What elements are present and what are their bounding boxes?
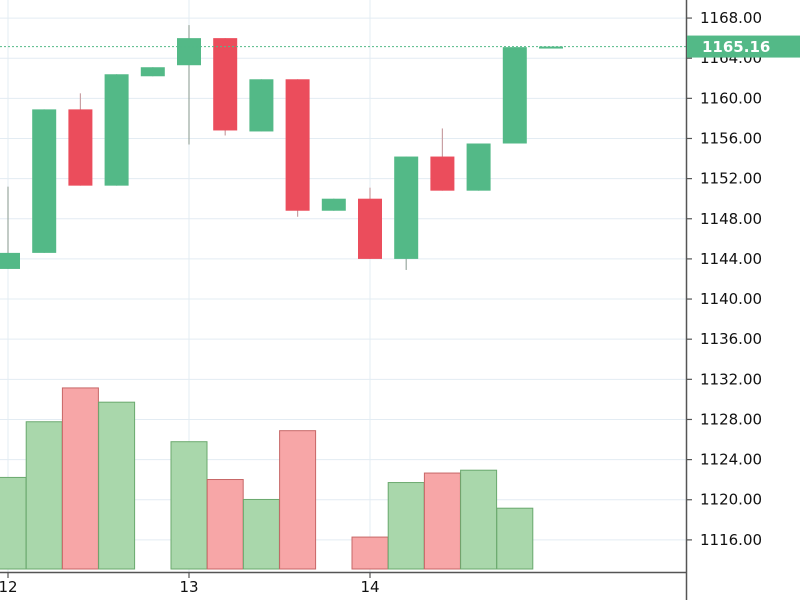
price-tick-label: 1140.00	[700, 290, 762, 308]
candle-body	[466, 143, 491, 191]
candle[interactable]	[430, 128, 455, 191]
price-tick-label: 1156.00	[700, 129, 762, 147]
candles	[0, 25, 563, 270]
last-price-badge	[687, 35, 800, 58]
candle[interactable]	[68, 93, 93, 186]
price-tick-label: 1128.00	[700, 410, 762, 428]
candle-body	[32, 109, 57, 253]
price-tick-label: 1148.00	[700, 210, 762, 228]
price-tick-label: 1132.00	[700, 370, 762, 388]
time-tick-label: 12	[0, 578, 18, 596]
volume-bar[interactable]	[496, 507, 534, 570]
candle[interactable]	[539, 46, 563, 49]
candle-body	[358, 198, 382, 259]
candle-body	[539, 46, 563, 49]
volume-bar[interactable]	[423, 472, 461, 570]
volume-bar[interactable]	[279, 430, 317, 570]
candle-body	[502, 47, 527, 144]
candle[interactable]	[32, 109, 57, 253]
price-tick-label: 1116.00	[700, 531, 762, 549]
candle[interactable]	[140, 67, 165, 77]
candle-body	[68, 109, 93, 186]
candle-body	[177, 38, 201, 66]
volume-bar[interactable]	[387, 482, 425, 570]
candle[interactable]	[104, 74, 129, 186]
candle-body	[321, 198, 346, 211]
price-tick-label: 1144.00	[700, 250, 762, 268]
candle[interactable]	[502, 47, 527, 144]
volume-bar[interactable]	[25, 421, 63, 570]
volume-bar[interactable]	[351, 536, 389, 570]
price-tick-label: 1124.00	[700, 451, 762, 469]
volume-bars	[0, 387, 534, 570]
axes: 1116.00 1120.00 1124.00 1128.00 1132.00 1136.…	[0, 0, 762, 600]
candle[interactable]	[249, 79, 274, 132]
candle[interactable]	[466, 143, 491, 191]
candle[interactable]	[321, 198, 346, 211]
candle[interactable]	[394, 156, 419, 270]
candle-body	[285, 79, 310, 211]
candle[interactable]	[177, 25, 201, 145]
volume-bar[interactable]	[170, 441, 208, 570]
candle-body	[430, 156, 455, 191]
candle[interactable]	[0, 186, 20, 269]
time-tick-label: 13	[179, 578, 198, 596]
candle[interactable]	[213, 38, 238, 136]
candle-body	[394, 156, 419, 259]
candle-body	[104, 74, 129, 186]
last-price-marker: 1165.16	[687, 35, 800, 58]
volume-bar[interactable]	[460, 469, 498, 570]
candle[interactable]	[358, 187, 382, 259]
time-tick-label: 14	[360, 578, 379, 596]
price-tick-label: 1120.00	[700, 491, 762, 509]
last-price-label: 1165.16	[702, 38, 770, 56]
candle-body	[0, 252, 20, 269]
price-tick-label: 1136.00	[700, 330, 762, 348]
volume-bar[interactable]	[0, 476, 27, 570]
candle-body	[249, 79, 274, 132]
price-tick-label: 1168.00	[700, 9, 762, 27]
volume-bar[interactable]	[98, 401, 136, 570]
price-tick-label: 1160.00	[700, 89, 762, 107]
candle-body	[213, 38, 238, 131]
candle-body	[140, 67, 165, 77]
price-tick-label: 1152.00	[700, 170, 762, 188]
volume-bar[interactable]	[242, 498, 280, 570]
volume-bar[interactable]	[61, 387, 99, 570]
candle[interactable]	[285, 79, 310, 217]
volume-bar[interactable]	[206, 479, 244, 570]
